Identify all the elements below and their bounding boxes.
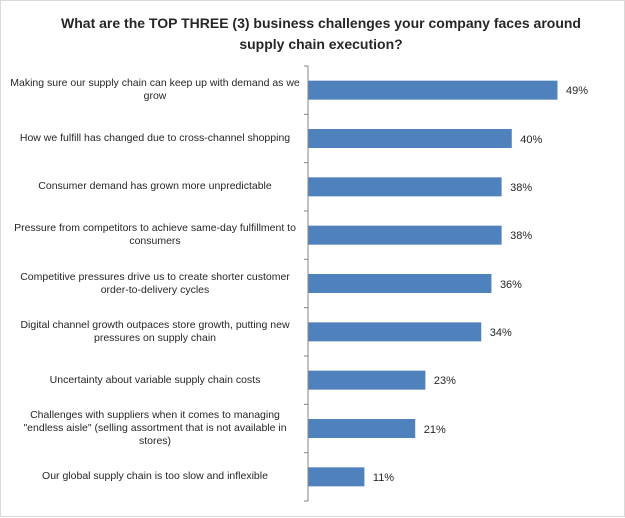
- bar: [308, 370, 426, 390]
- category-label: How we fulfill has changed due to cross-…: [19, 132, 291, 144]
- category-label: Making sure our supply chain can keep up…: [10, 77, 300, 103]
- bar: [308, 80, 558, 100]
- bar: [308, 467, 365, 487]
- bar: [308, 274, 492, 293]
- category-label: Consumer demand has grown more unpredict…: [38, 180, 272, 193]
- data-label: 38%: [510, 230, 533, 243]
- bar: [308, 225, 502, 245]
- data-label: 21%: [423, 423, 446, 436]
- data-label: 11%: [372, 471, 395, 484]
- data-label: 38%: [510, 181, 533, 194]
- data-label: 23%: [433, 375, 456, 388]
- data-label: 49%: [566, 85, 589, 98]
- bar: [308, 322, 482, 342]
- data-label: 36%: [499, 278, 522, 291]
- category-label: Competitive pressures drive us to create…: [20, 270, 290, 296]
- chart-title: What are the TOP THREE (3) business chal…: [61, 15, 581, 52]
- category-label: Uncertainty about variable supply chain …: [49, 373, 261, 386]
- category-label: Digital channel growth outpaces store gr…: [20, 318, 290, 344]
- bar: [308, 177, 502, 197]
- bar: [308, 129, 512, 148]
- data-label: 40%: [520, 133, 543, 146]
- category-label: Challenges with suppliers when it comes …: [23, 409, 287, 447]
- bar: [308, 419, 416, 438]
- category-label: Our global supply chain is too slow and …: [42, 470, 268, 483]
- data-label: 34%: [489, 326, 512, 339]
- category-label: Pressure from competitors to achieve sam…: [14, 222, 296, 248]
